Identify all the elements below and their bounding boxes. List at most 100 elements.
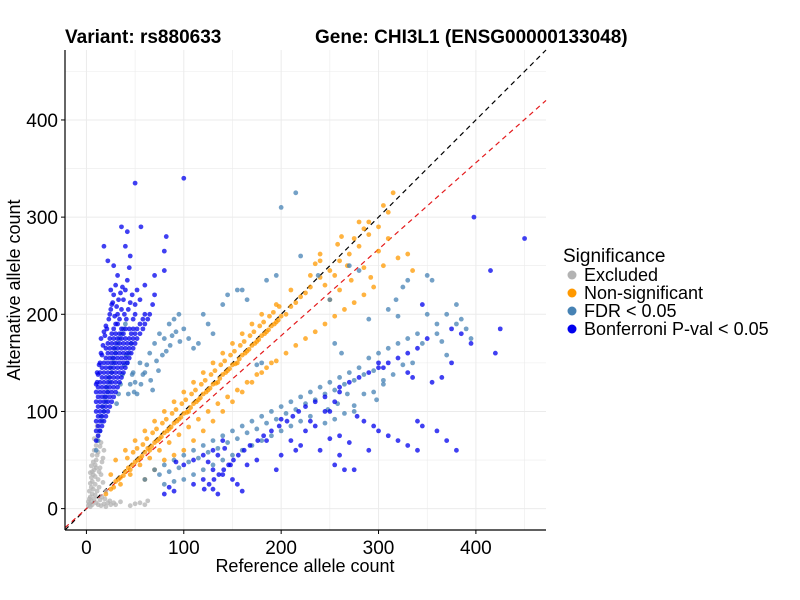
data-point	[419, 341, 425, 346]
data-point	[439, 339, 445, 344]
data-point	[400, 362, 406, 368]
data-point	[298, 294, 304, 300]
legend-entry: Bonferroni P-val < 0.05	[567, 319, 769, 339]
data-point	[215, 491, 221, 497]
data-point	[217, 376, 223, 381]
data-point	[117, 379, 122, 385]
data-point	[121, 370, 126, 375]
data-point	[115, 375, 120, 380]
data-point	[232, 348, 237, 354]
y-axis-label: Alternative allele count	[4, 199, 24, 380]
data-point	[115, 345, 120, 351]
data-point	[429, 379, 435, 385]
data-point	[124, 350, 130, 356]
data-point	[117, 370, 122, 375]
legend-entry: Excluded	[567, 265, 658, 285]
data-point	[195, 341, 201, 346]
data-point	[114, 304, 120, 309]
axis-ticks: 0 100 200 300 400 0 100 200 300 400	[26, 111, 491, 559]
data-point	[327, 297, 333, 303]
data-point	[142, 311, 148, 317]
data-point	[121, 311, 127, 317]
data-point	[122, 287, 128, 293]
data-point	[191, 457, 196, 463]
data-point	[115, 365, 120, 371]
data-point	[395, 355, 401, 361]
data-point	[107, 404, 113, 409]
data-point	[94, 370, 100, 375]
data-point	[293, 342, 299, 348]
data-point	[307, 418, 313, 424]
data-point	[348, 277, 354, 283]
data-point	[332, 399, 338, 405]
data-point	[288, 423, 294, 429]
data-point	[221, 467, 227, 473]
data-point	[188, 405, 194, 410]
series-bonferroni-p-val-0-05	[93, 175, 527, 497]
data-point	[142, 428, 148, 434]
data-point	[97, 389, 103, 395]
data-point	[278, 416, 284, 422]
data-point	[241, 339, 247, 344]
data-point	[415, 447, 420, 453]
data-point	[125, 307, 131, 312]
data-point	[254, 426, 260, 432]
data-point	[92, 474, 98, 479]
data-point	[99, 394, 105, 400]
data-point	[163, 234, 169, 239]
data-point	[161, 457, 167, 463]
data-point	[273, 358, 279, 364]
legend-entry: Non-significant	[567, 283, 703, 303]
data-point	[118, 499, 123, 505]
data-point	[191, 379, 196, 385]
data-point	[230, 477, 235, 482]
data-point	[86, 488, 92, 494]
data-point	[122, 336, 128, 341]
data-point	[298, 418, 304, 424]
data-point	[95, 423, 101, 429]
data-point	[130, 336, 136, 341]
data-point	[366, 219, 372, 225]
data-point	[111, 394, 117, 400]
data-point	[449, 360, 454, 366]
data-point	[166, 321, 172, 327]
data-point	[147, 350, 153, 356]
data-point	[107, 498, 113, 504]
data-point	[346, 379, 352, 385]
title-variant: Variant: rs880633	[65, 27, 221, 48]
data-point	[332, 341, 338, 346]
data-point	[128, 350, 134, 356]
data-point	[270, 309, 276, 315]
data-point	[361, 391, 367, 397]
data-point	[95, 433, 101, 439]
data-point	[124, 341, 130, 346]
data-point	[424, 336, 430, 341]
data-point	[492, 350, 498, 356]
data-point	[215, 452, 221, 458]
data-point	[361, 265, 367, 271]
data-point	[488, 268, 493, 273]
data-point	[191, 447, 196, 453]
data-point	[150, 430, 156, 436]
grid	[65, 50, 546, 530]
data-point	[278, 313, 284, 319]
data-point	[269, 360, 274, 366]
data-point	[176, 432, 182, 438]
data-point	[361, 418, 367, 424]
data-point	[303, 404, 308, 409]
data-point	[200, 443, 206, 448]
data-point	[140, 316, 146, 322]
data-point	[119, 336, 124, 341]
data-point	[385, 360, 391, 366]
data-point	[283, 311, 289, 317]
data-point	[234, 287, 240, 293]
data-point	[262, 331, 268, 337]
data-point	[269, 428, 274, 434]
data-point	[259, 370, 265, 375]
data-point	[157, 472, 162, 478]
data-point	[101, 379, 107, 385]
data-point	[164, 428, 170, 434]
data-point	[102, 496, 108, 502]
